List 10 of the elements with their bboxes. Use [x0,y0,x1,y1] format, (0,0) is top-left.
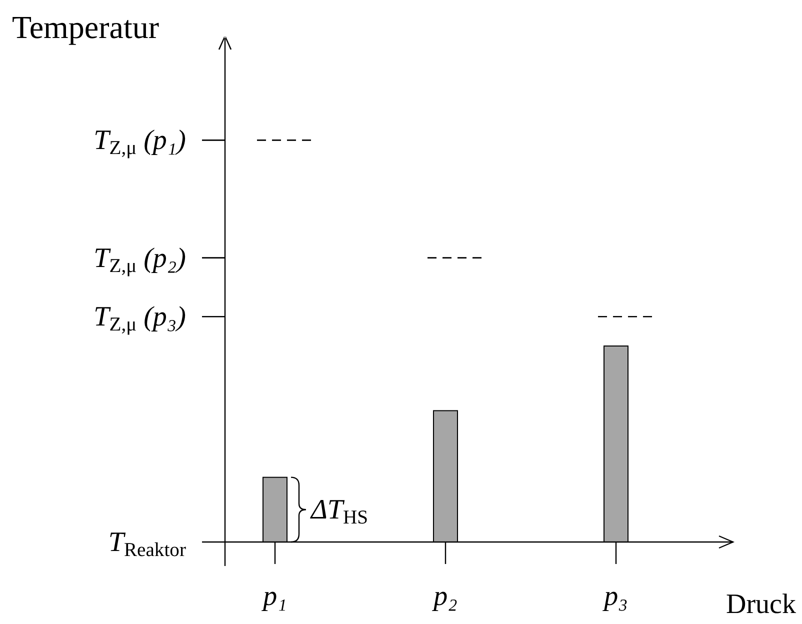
text: Temperatur [12,9,160,45]
x-tick-label: p₂ [432,581,458,612]
text: T$_{Reaktor}$ [108,527,186,561]
ref-line-label: T$_{Z,μ}$ (p₁) [94,125,186,160]
x-tick-label: p₃ [602,581,628,612]
x-axis-title: Druck [726,589,796,620]
annotation: ΔT$_{HS}$ [310,494,368,529]
ref-line-label: T$_{Z,μ}$ (p₂) [94,242,186,277]
ref-line-label: T$_{Z,μ}$ (p₃) [94,302,186,336]
x-tick-label: p₁ [261,581,287,612]
